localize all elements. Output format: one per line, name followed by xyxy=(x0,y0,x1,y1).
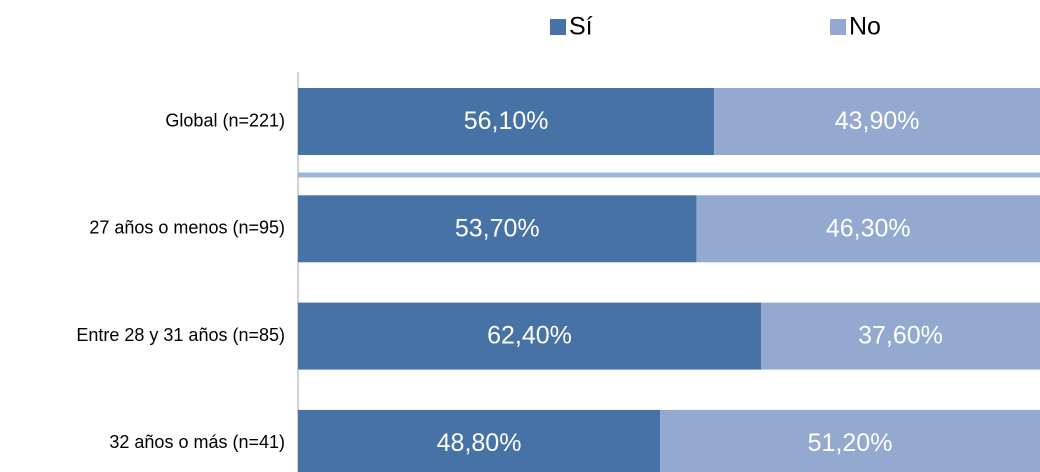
category-label: 27 años o menos (n=95) xyxy=(89,218,285,238)
category-label: Global (n=221) xyxy=(165,110,285,130)
bar-segment xyxy=(298,409,661,472)
value-label: 62,40% xyxy=(487,322,572,350)
category-label: 32 años o más (n=41) xyxy=(109,432,285,452)
value-label: 53,70% xyxy=(455,214,540,242)
value-label: 37,60% xyxy=(858,322,943,350)
bar-segment xyxy=(761,302,1040,370)
value-label: 56,10% xyxy=(464,107,549,135)
bar-segment xyxy=(298,302,762,370)
bar-segment xyxy=(696,195,1040,263)
legend-label: No xyxy=(849,13,881,41)
bar-segment xyxy=(298,195,697,263)
bar-segment xyxy=(298,88,715,155)
bar-segment xyxy=(714,88,1040,155)
legend-swatch xyxy=(830,19,846,35)
category-label: Entre 28 y 31 años (n=85) xyxy=(76,325,285,345)
value-label: 46,30% xyxy=(826,214,911,242)
legend-swatch xyxy=(550,19,566,35)
value-label: 48,80% xyxy=(437,429,522,457)
value-label: 43,90% xyxy=(835,107,920,135)
bar-segment xyxy=(660,409,1040,472)
legend-label: Sí xyxy=(569,13,593,41)
value-label: 51,20% xyxy=(808,429,893,457)
